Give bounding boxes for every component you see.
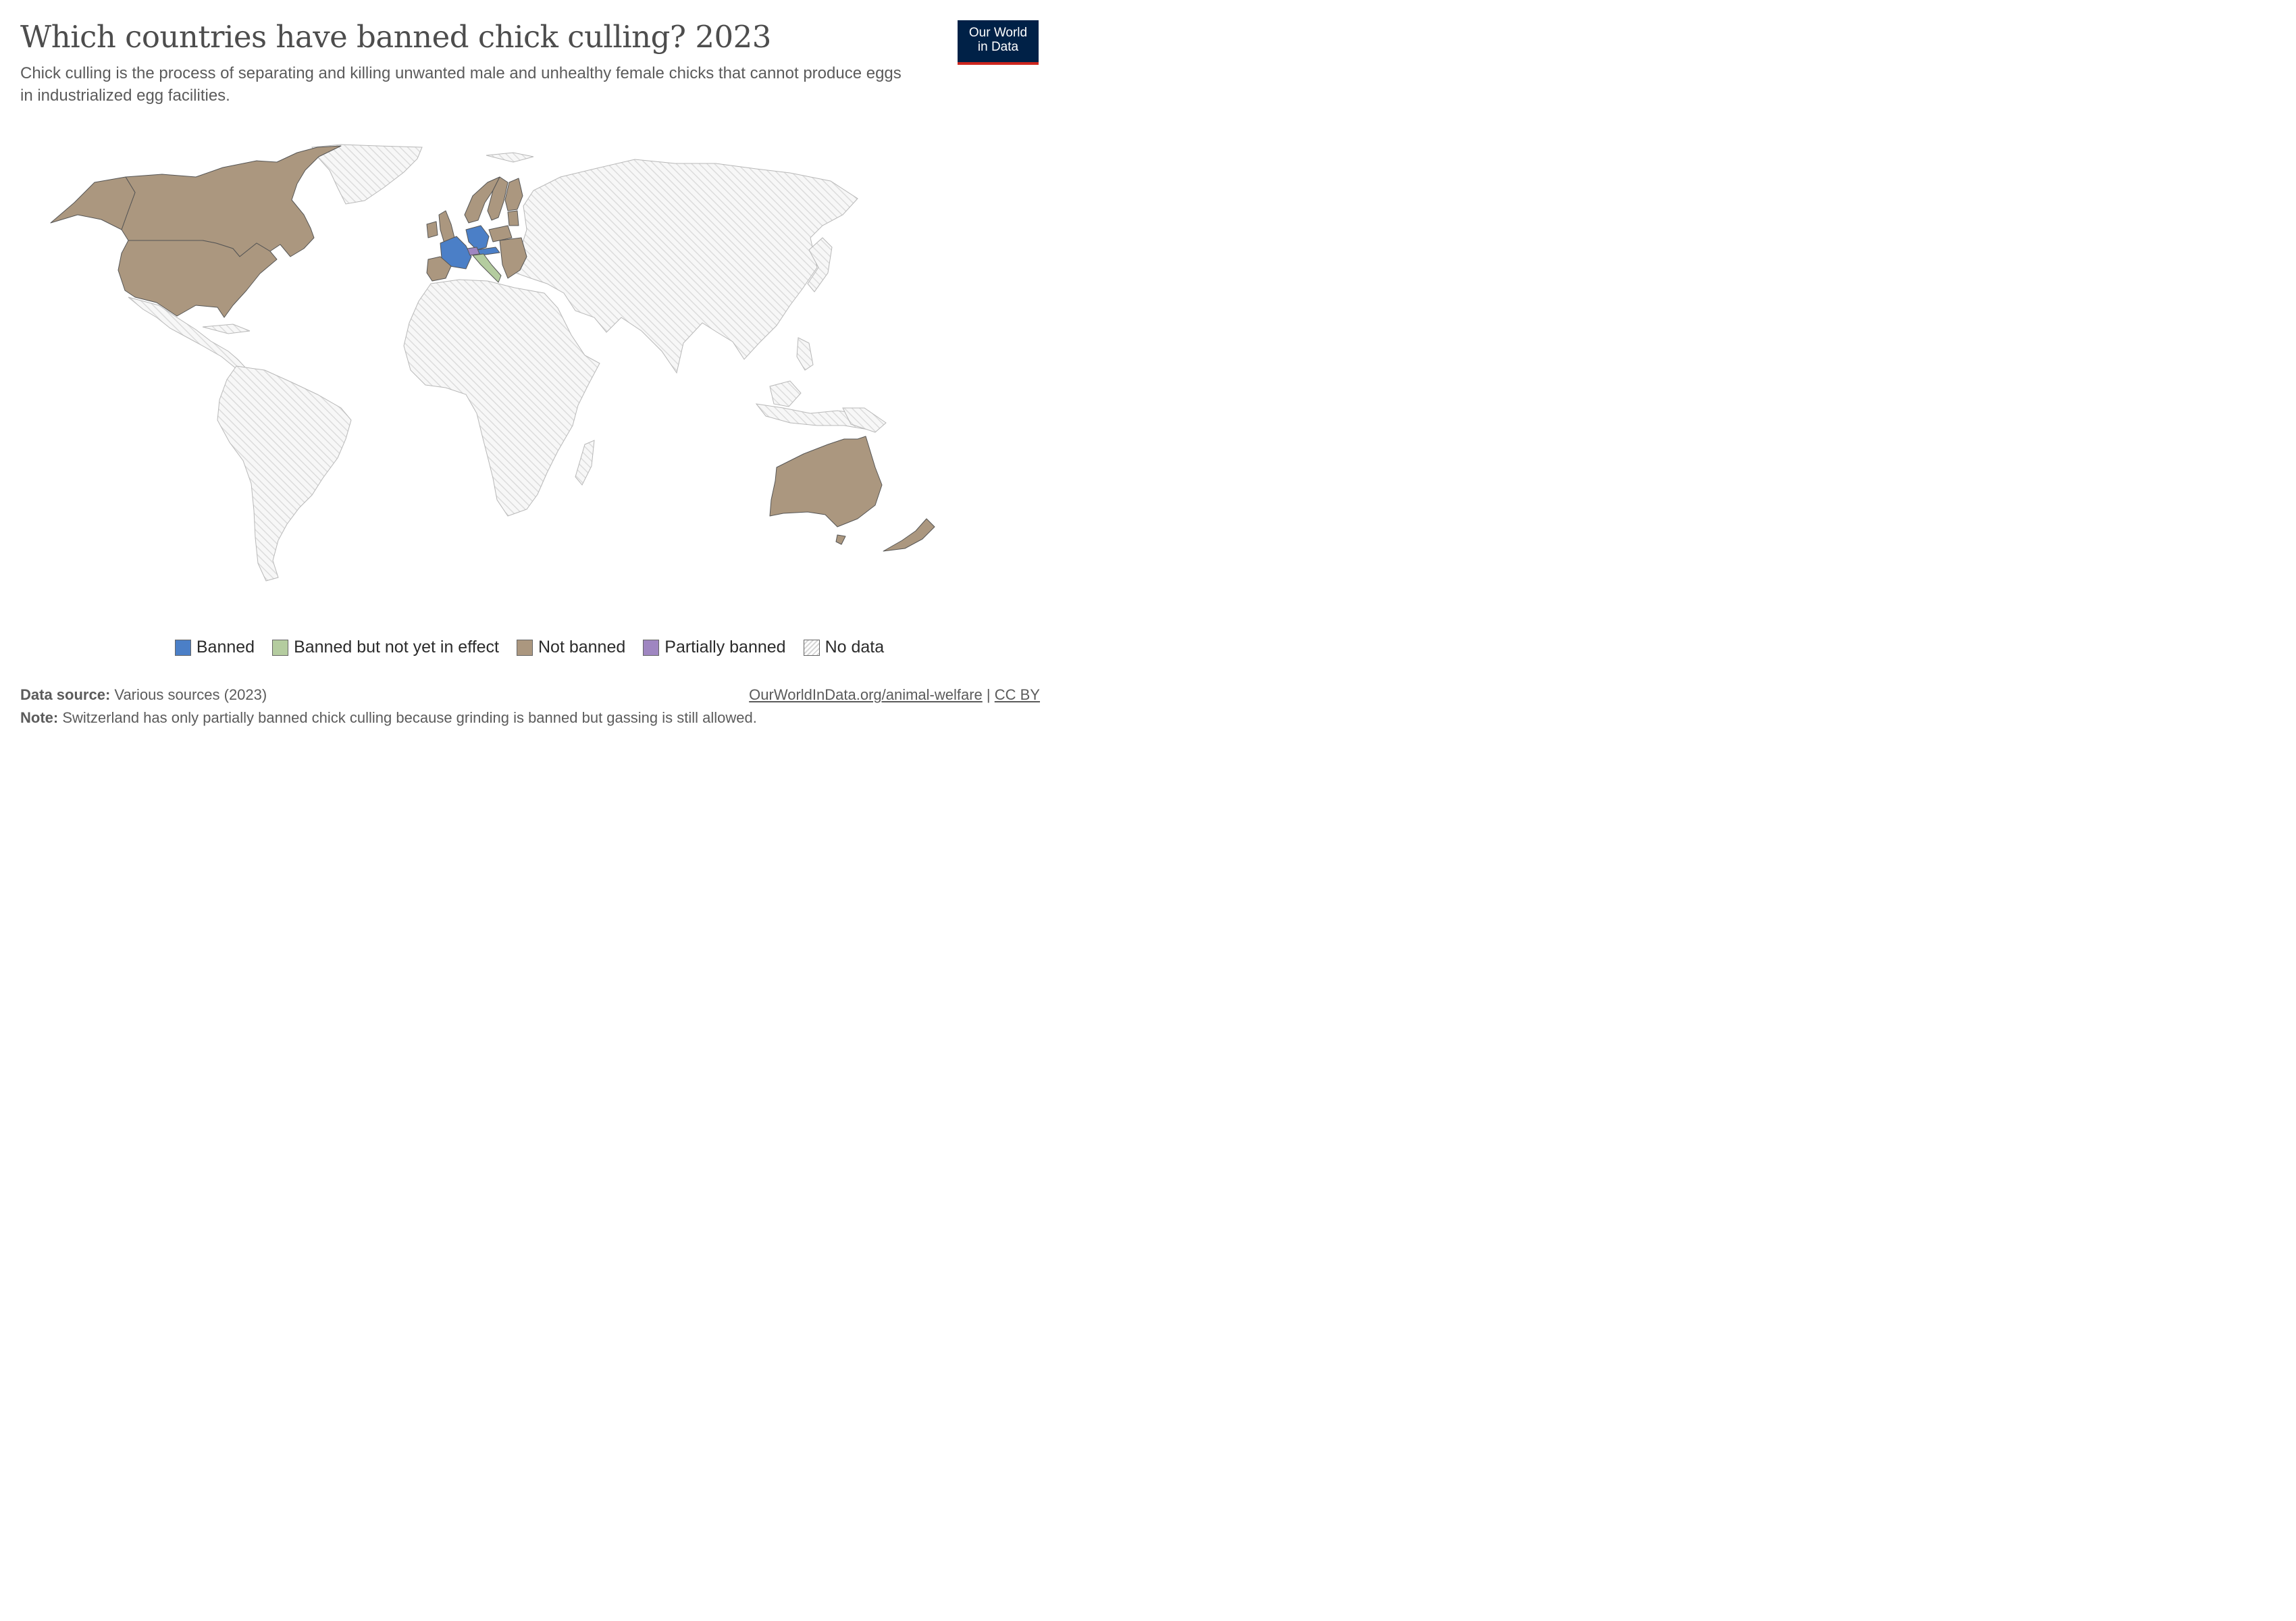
- legend-swatch-partially-banned: [643, 639, 660, 656]
- cuba: [202, 324, 251, 334]
- legend-swatch-no-data: [803, 639, 820, 656]
- new-guinea: [842, 407, 887, 433]
- country-germany: [465, 225, 490, 251]
- chart-subtitle: Chick culling is the process of separati…: [20, 64, 902, 105]
- japan: [807, 237, 833, 292]
- country-baltics: [507, 210, 519, 226]
- note-text: Switzerland has only partially banned ch…: [62, 709, 757, 726]
- chart-title: Which countries have banned chick cullin…: [20, 19, 771, 55]
- legend-swatch-not-banned: [517, 639, 533, 656]
- footer-separator: |: [986, 686, 995, 703]
- footer-links: OurWorldInData.org/animal-welfare | CC B…: [749, 686, 1040, 704]
- country-ireland: [426, 221, 438, 238]
- country-australia: [769, 436, 883, 528]
- legend-label-partially-banned: Partially banned: [664, 638, 786, 657]
- legend-item-banned[interactable]: Banned: [174, 638, 255, 657]
- country-finland: [504, 178, 523, 211]
- logo-line-2: in Data: [977, 40, 1019, 54]
- country-sweden: [487, 176, 508, 221]
- africa: [403, 279, 600, 517]
- legend-swatch-banned: [174, 639, 191, 656]
- legend-label-banned: Banned: [196, 638, 255, 657]
- philippines: [796, 337, 814, 371]
- country-alaska: [50, 176, 136, 230]
- no-data-landmasses: [128, 144, 887, 582]
- note-label: Note:: [20, 709, 59, 726]
- country-usa: [118, 240, 278, 318]
- country-iberia: [426, 256, 452, 282]
- legend-label-not-banned: Not banned: [538, 638, 626, 657]
- data-source-text: Various sources (2023): [114, 686, 267, 703]
- data-source-line: Data source: Various sources (2023): [20, 686, 267, 704]
- note-line: Note: Switzerland has only partially ban…: [20, 709, 757, 727]
- country-canada: [121, 145, 342, 257]
- south-america: [217, 365, 352, 582]
- legend-item-partially-banned[interactable]: Partially banned: [643, 638, 786, 657]
- country-tasmania: [835, 534, 846, 545]
- map-legend: Banned Banned but not yet in effect Not …: [0, 638, 1059, 657]
- legend-item-no-data[interactable]: No data: [803, 638, 885, 657]
- country-eastern-europe: [499, 237, 527, 279]
- country-italy: [472, 253, 502, 283]
- country-switzerland: [467, 247, 480, 256]
- owid-logo[interactable]: Our World in Data: [958, 20, 1039, 65]
- eurasia-rest: [507, 159, 858, 374]
- country-new-zealand: [883, 518, 935, 552]
- world-map: [50, 144, 935, 582]
- arctic-islands: [486, 152, 534, 163]
- license-link[interactable]: CC BY: [994, 686, 1040, 703]
- legend-item-not-banned[interactable]: Not banned: [517, 638, 625, 657]
- country-layer: [50, 145, 935, 552]
- legend-label-no-data: No data: [825, 638, 885, 657]
- logo-line-1: Our World: [968, 26, 1028, 40]
- legend-item-banned-not-in-effect[interactable]: Banned but not yet in effect: [272, 638, 499, 657]
- legend-swatch-banned-not-in-effect: [272, 639, 289, 656]
- data-source-label: Data source:: [20, 686, 111, 703]
- legend-label-banned-not-in-effect: Banned but not yet in effect: [294, 638, 499, 657]
- owid-topic-link[interactable]: OurWorldInData.org/animal-welfare: [749, 686, 983, 703]
- country-poland: [488, 225, 513, 242]
- borneo-sulawesi: [769, 380, 802, 407]
- madagascar: [575, 440, 595, 486]
- greenland: [311, 144, 423, 205]
